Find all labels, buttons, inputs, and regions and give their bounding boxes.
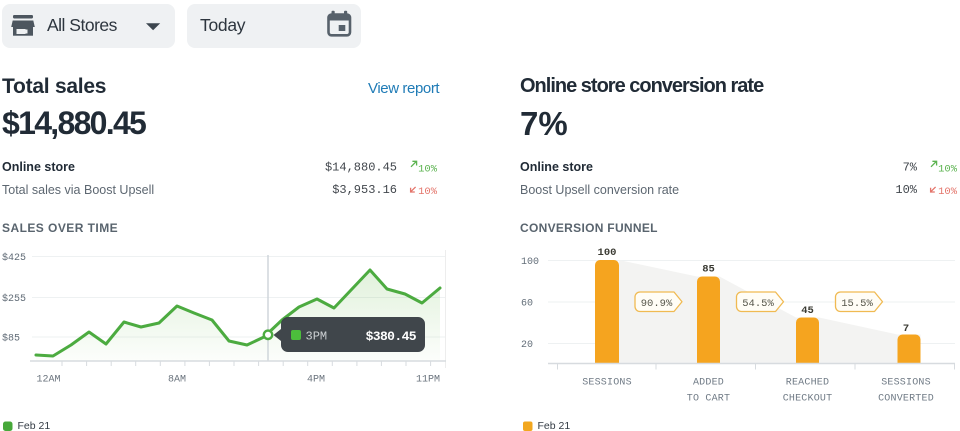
svg-text:100: 100 [521, 257, 539, 268]
svg-text:CONVERTED: CONVERTED [878, 394, 934, 405]
svg-text:$425: $425 [2, 252, 26, 264]
svg-text:ADDED: ADDED [693, 378, 724, 389]
svg-text:8AM: 8AM [168, 375, 186, 386]
svg-text:54.5%: 54.5% [742, 298, 774, 310]
svg-text:90.9%: 90.9% [641, 298, 673, 310]
svg-text:60: 60 [521, 299, 533, 310]
svg-text:$255: $255 [2, 293, 26, 305]
svg-text:$85: $85 [2, 332, 20, 344]
svg-text:45: 45 [801, 305, 814, 317]
svg-text:REACHED: REACHED [786, 378, 829, 389]
svg-text:$14,880.45: $14,880.45 [325, 161, 397, 175]
svg-text:15.5%: 15.5% [841, 298, 873, 310]
svg-text:10%: 10% [895, 183, 917, 197]
svg-text:10%: 10% [418, 164, 438, 176]
svg-text:10%: 10% [938, 164, 958, 176]
svg-text:12AM: 12AM [37, 375, 61, 386]
svg-text:Feb 21: Feb 21 [538, 420, 571, 431]
svg-text:4PM: 4PM [307, 375, 325, 386]
svg-text:3PM: 3PM [306, 330, 328, 344]
svg-text:TO CART: TO CART [687, 394, 730, 405]
svg-text:CHECKOUT: CHECKOUT [783, 394, 833, 405]
svg-text:SESSIONS: SESSIONS [582, 378, 632, 389]
svg-text:10%: 10% [938, 186, 958, 198]
svg-text:7: 7 [903, 323, 909, 335]
svg-text:Feb 21: Feb 21 [18, 420, 51, 431]
svg-text:$3,953.16: $3,953.16 [332, 183, 397, 197]
svg-text:7%: 7% [903, 161, 918, 175]
svg-text:85: 85 [702, 264, 715, 276]
svg-text:11PM: 11PM [416, 375, 440, 386]
svg-text:20: 20 [521, 340, 533, 351]
svg-text:100: 100 [598, 247, 617, 259]
svg-text:$380.45: $380.45 [366, 329, 417, 344]
svg-text:SESSIONS: SESSIONS [881, 378, 931, 389]
svg-text:10%: 10% [418, 186, 438, 198]
